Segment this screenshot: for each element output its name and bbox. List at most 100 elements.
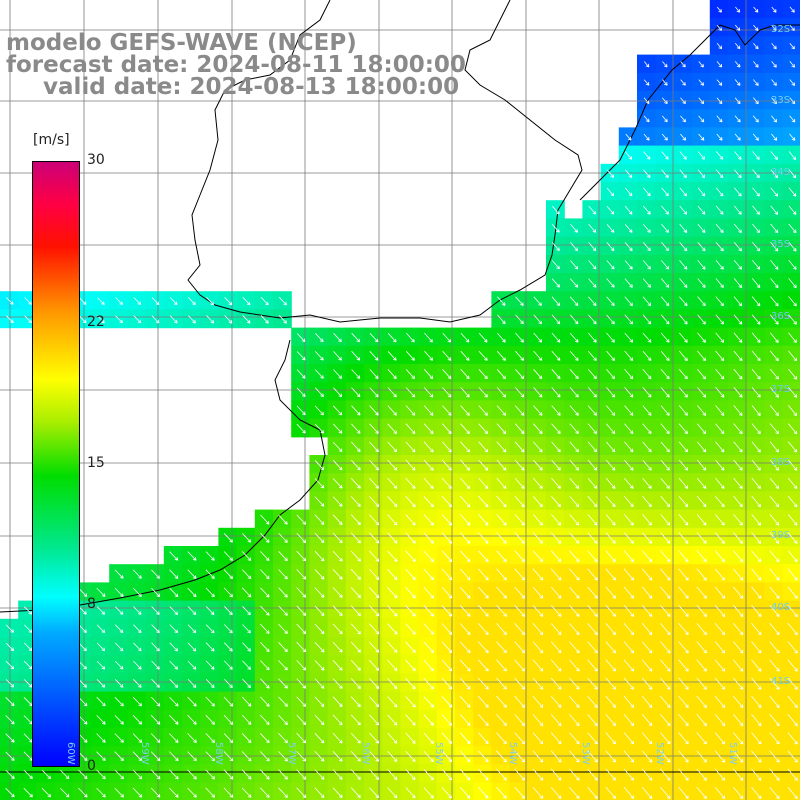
wind-arrow <box>132 751 143 762</box>
wind-arrow <box>733 368 743 380</box>
wind-arrow <box>478 441 489 453</box>
wind-arrow <box>514 677 525 690</box>
wind-arrow <box>550 695 562 708</box>
wind-arrow <box>550 786 562 799</box>
wind-arrow <box>733 278 743 288</box>
wind-arrow <box>369 332 379 343</box>
latitude-label: 39S <box>771 530 791 541</box>
wind-arrow <box>714 786 726 799</box>
wind-arrow <box>642 242 651 252</box>
wind-arrow <box>569 532 580 544</box>
wind-cell <box>546 782 565 800</box>
latitude-label: 38S <box>771 457 791 468</box>
wind-arrow <box>569 604 580 617</box>
wind-arrow <box>278 696 288 707</box>
wind-arrow <box>423 696 434 708</box>
wind-arrow <box>732 586 744 599</box>
wind-arrow <box>460 350 470 361</box>
wind-arrow <box>550 714 562 727</box>
wind-arrow <box>769 350 779 362</box>
wind-arrow <box>733 350 743 362</box>
wind-arrow <box>587 623 598 636</box>
wind-arrow <box>788 332 797 343</box>
wind-arrow <box>641 768 653 781</box>
wind-arrow <box>405 714 416 726</box>
wind-arrow <box>260 315 269 324</box>
wind-arrow <box>605 441 616 453</box>
wind-arrow <box>532 786 544 799</box>
wind-arrow <box>753 61 759 68</box>
wind-cell <box>782 273 800 292</box>
wind-arrow <box>532 514 543 526</box>
wind-arrow <box>5 787 15 798</box>
wind-arrow <box>133 660 142 670</box>
wind-arrow <box>532 623 544 636</box>
wind-arrow <box>369 659 380 671</box>
wind-arrow <box>514 496 525 508</box>
wind-arrow <box>787 659 798 672</box>
wind-arrow <box>532 714 544 727</box>
wind-arrow <box>551 242 560 251</box>
wind-arrow <box>606 242 615 252</box>
wind-arrow <box>623 659 635 672</box>
wind-arrow <box>132 787 143 798</box>
latitude-label: 41S <box>771 676 791 687</box>
wind-arrow <box>369 787 380 799</box>
wind-arrow <box>641 677 653 690</box>
wind-arrow <box>405 641 416 653</box>
wind-arrow <box>205 714 215 725</box>
wind-arrow <box>478 332 488 343</box>
wind-arrow <box>205 587 215 598</box>
wind-arrow <box>406 332 415 343</box>
wind-cell <box>764 782 784 800</box>
wind-arrow <box>588 223 597 233</box>
wind-arrow <box>350 641 361 653</box>
wind-arrow <box>587 786 598 799</box>
wind-arrow <box>551 296 561 306</box>
wind-arrow <box>169 642 178 652</box>
wind-arrow <box>132 587 142 597</box>
wind-arrow <box>314 678 325 689</box>
wind-cell <box>200 782 219 800</box>
wind-arrow <box>478 604 489 617</box>
wind-arrow <box>278 296 287 306</box>
wind-arrow <box>697 332 706 343</box>
wind-arrow <box>770 223 779 234</box>
wind-arrow <box>698 79 704 86</box>
wind-arrow <box>714 714 726 727</box>
wind-arrow <box>788 296 797 307</box>
wind-arrow <box>241 787 252 798</box>
wind-arrow <box>78 679 87 688</box>
wind-arrow <box>588 242 597 252</box>
wind-arrow <box>533 405 543 416</box>
wind-arrow <box>351 478 361 489</box>
wind-arrow <box>771 6 777 13</box>
wind-cell <box>782 473 800 492</box>
wind-arrow <box>714 623 726 636</box>
wind-arrow <box>278 714 288 726</box>
wind-arrow <box>24 297 32 305</box>
wind-arrow <box>569 459 579 471</box>
wind-arrow <box>224 624 233 634</box>
colorbar <box>32 161 80 767</box>
wind-arrow <box>733 405 743 416</box>
longitude-label: 55W <box>433 742 444 765</box>
wind-arrow <box>697 241 706 252</box>
wind-arrow <box>733 223 742 234</box>
wind-cell <box>309 782 329 800</box>
wind-cell <box>600 782 620 800</box>
wind-arrow <box>96 733 106 743</box>
wind-arrow <box>532 641 544 654</box>
wind-arrow <box>387 369 397 380</box>
wind-arrow <box>333 369 342 379</box>
wind-arrow <box>424 332 433 343</box>
wind-arrow <box>187 642 197 652</box>
wind-arrow <box>59 769 70 780</box>
wind-arrow <box>351 369 361 379</box>
wind-arrow <box>351 351 361 361</box>
wind-arrow <box>788 314 797 325</box>
wind-arrow <box>224 642 233 652</box>
wind-arrow <box>296 351 306 361</box>
wind-arrow <box>6 297 14 305</box>
wind-arrow <box>678 532 689 544</box>
